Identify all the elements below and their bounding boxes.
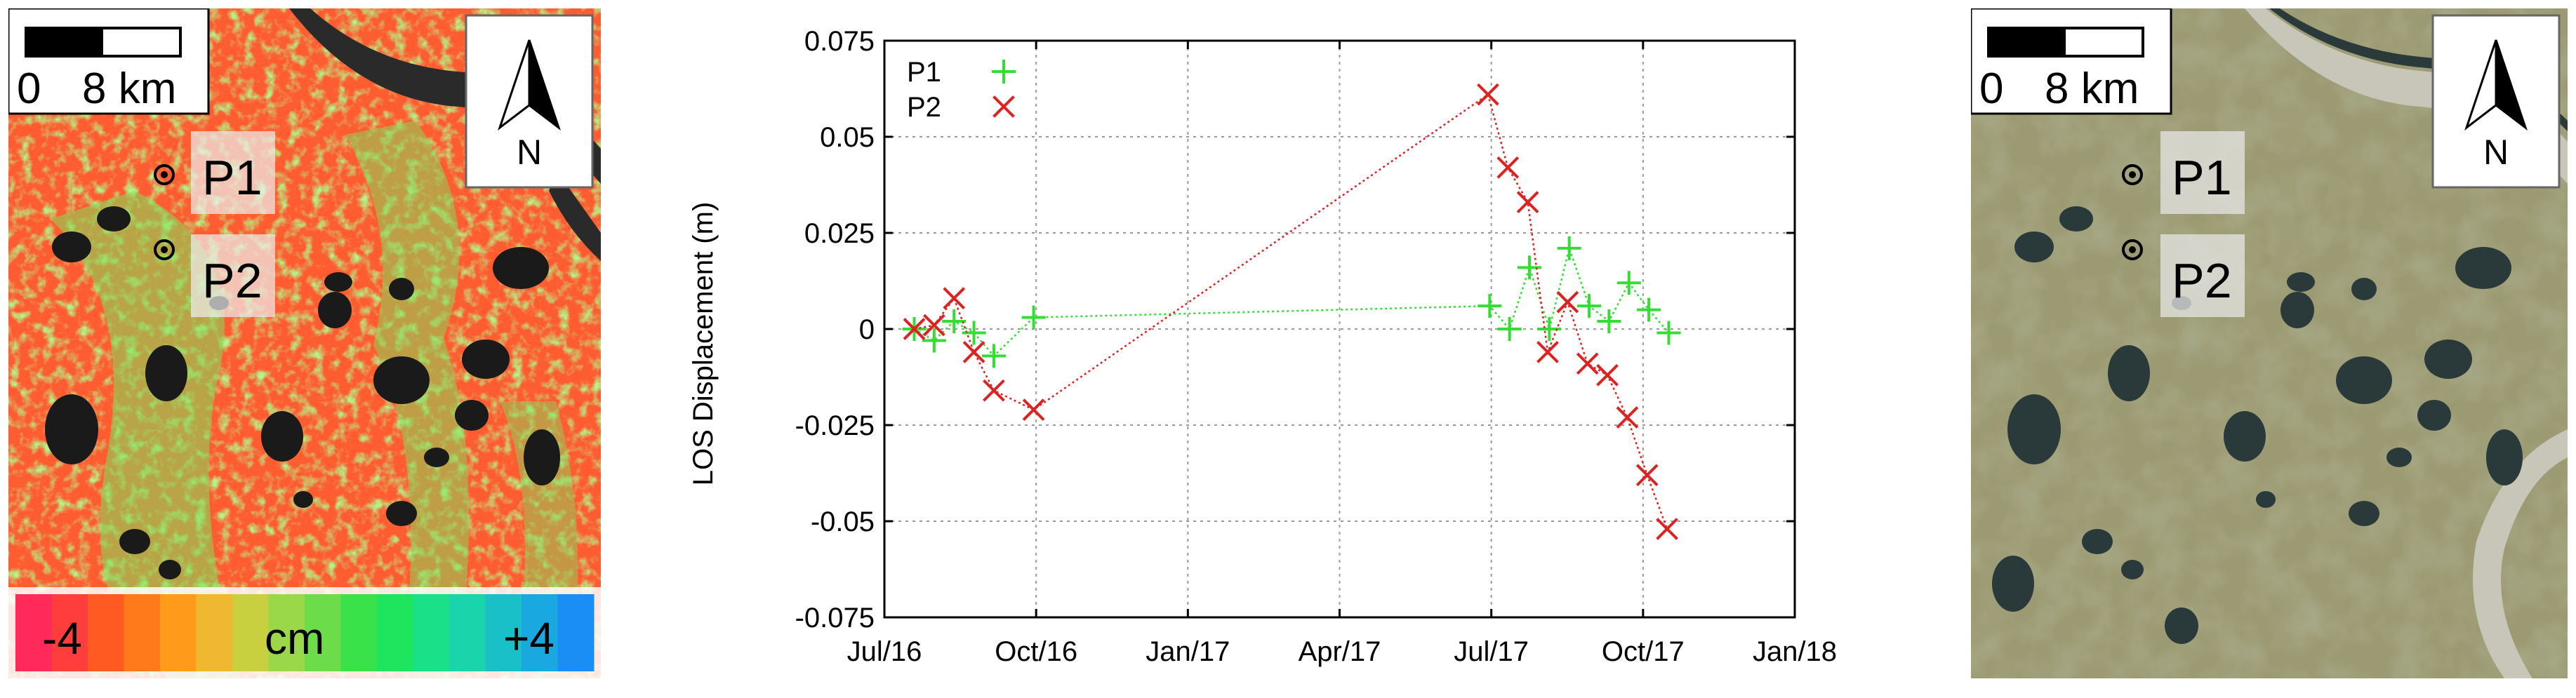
lakes	[1992, 206, 2523, 644]
legend-label-p1: P1	[907, 57, 941, 88]
y-tick-label: 0.025	[804, 218, 875, 249]
scale-distance-label: 8 km	[82, 65, 176, 113]
colorbar-swatch	[449, 594, 486, 671]
scale-bar: 0 8 km	[1970, 7, 2172, 115]
data-point-p1	[922, 328, 946, 353]
data-point-p2	[943, 287, 966, 310]
x-tick-label: Oct/17	[1602, 636, 1685, 667]
y-axis-label: LOS Displacement (m)	[688, 202, 719, 486]
series-line-p1	[913, 245, 1670, 358]
data-point-p1	[1557, 236, 1581, 260]
data-point-p2	[1576, 352, 1599, 375]
colorbar-swatch	[160, 594, 197, 671]
data-point-p2	[903, 318, 926, 340]
north-label: N	[517, 133, 542, 172]
colorbar-swatch	[485, 594, 522, 671]
displacement-chart: LOS Displacement (m) Jul/16 Oct/16 Jan/17 A…	[674, 0, 1881, 694]
data-point-p1	[1537, 317, 1562, 341]
data-point-p2	[923, 314, 945, 337]
data-point-p1	[1478, 294, 1502, 318]
colorbar-swatch	[15, 594, 52, 671]
colorbar-swatch	[557, 594, 595, 671]
colorbar-swatch	[522, 594, 558, 671]
point-p1-label: P1	[2172, 150, 2232, 205]
lakes	[45, 206, 560, 579]
north-arrow: N	[465, 14, 594, 189]
point-p1: P1	[154, 131, 275, 214]
north-label: N	[2483, 133, 2509, 172]
colorbar-swatch	[413, 594, 450, 671]
data-point-p2	[1536, 341, 1559, 363]
colorbar-swatch	[124, 594, 161, 671]
colorbar-swatch	[88, 594, 124, 671]
data-point-p1	[1657, 321, 1681, 345]
point-p2-label: P2	[202, 253, 263, 308]
x-tick-label: Jul/16	[847, 636, 922, 667]
legend-marker-p2	[992, 95, 1015, 118]
colorbar-swatch	[51, 594, 88, 671]
river	[289, 8, 601, 184]
y-tick-label: 0.075	[804, 26, 875, 57]
scale-zero-label: 0	[17, 65, 41, 113]
data-point-p1	[942, 309, 967, 334]
scale-distance-label: 8 km	[2045, 65, 2139, 113]
colorbar-swatch	[268, 594, 305, 671]
y-tick-label: 0	[859, 314, 875, 345]
data-point-p1	[1021, 305, 1046, 330]
x-tick-label: Jan/17	[1146, 636, 1230, 667]
point-p2: P2	[154, 234, 275, 317]
point-p2: P2	[2122, 234, 2245, 317]
data-point-p1	[1577, 294, 1602, 318]
colorbar-swatch	[340, 594, 378, 671]
data-point-p2	[1635, 464, 1659, 487]
y-tick-label: 0.05	[820, 122, 875, 153]
legend-label-p2: P2	[907, 92, 941, 123]
data-point-p2	[1496, 156, 1520, 179]
data-point-p2	[1556, 290, 1579, 314]
data-point-p1	[1497, 317, 1522, 341]
colorbar-swatch	[196, 594, 233, 671]
colorbar: -4 cm +4	[8, 587, 601, 678]
data-point-p1	[1597, 309, 1621, 334]
y-tick-label: -0.075	[795, 603, 875, 633]
colorbar-swatch	[377, 594, 413, 671]
north-arrow: N	[2431, 14, 2561, 189]
data-point-p2	[1516, 191, 1539, 214]
data-point-p1	[1616, 271, 1641, 295]
y-tick-label: -0.05	[811, 506, 875, 537]
data-point-p1	[981, 344, 1006, 368]
data-point-p2	[1616, 406, 1639, 429]
point-p2-label: P2	[2172, 253, 2232, 308]
colorbar-swatch	[305, 594, 341, 671]
data-point-p1	[1518, 255, 1542, 280]
right-optical-map: 0 8 km N P1 P2	[1970, 7, 2568, 678]
point-p1-label: P1	[202, 150, 263, 205]
colorbar-unit-label: cm	[265, 613, 324, 664]
x-tick-label: Jan/18	[1753, 636, 1837, 667]
legend-marker-p1	[992, 60, 1016, 83]
colorbar-max-label: +4	[503, 613, 555, 664]
plot-area-frame	[883, 39, 1796, 619]
data-point-p2	[1596, 363, 1619, 387]
colorbar-swatch	[232, 594, 269, 671]
data-point-p2	[962, 341, 985, 363]
data-point-p2	[1477, 83, 1499, 106]
data-point-p2	[983, 379, 1005, 402]
x-tick-label: Apr/17	[1299, 636, 1381, 667]
x-tick-label: Jul/17	[1454, 636, 1529, 667]
colorbar-min-label: -4	[42, 613, 82, 664]
data-point-p1	[1637, 297, 1661, 322]
data-point-p2	[1656, 518, 1678, 540]
point-p1: P1	[2122, 131, 2245, 214]
y-tick-label: -0.025	[795, 410, 875, 441]
data-point-p2	[1022, 398, 1045, 421]
scale-bar: 0 8 km	[7, 7, 210, 115]
scale-zero-label: 0	[1979, 65, 2003, 113]
x-tick-label: Oct/16	[995, 636, 1077, 667]
series-line-p2	[914, 93, 1668, 530]
left-displacement-map: 0 8 km N P1 P2 -4 cm +4	[7, 7, 601, 678]
